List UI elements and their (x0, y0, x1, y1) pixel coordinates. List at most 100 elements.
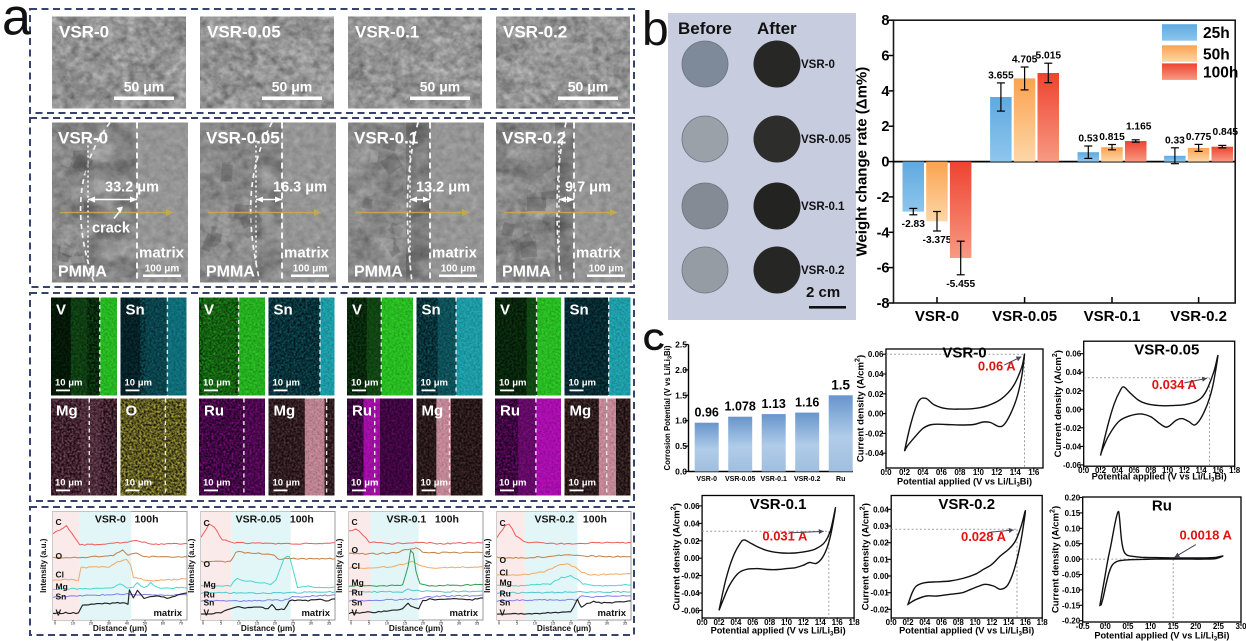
svg-text:Ru: Ru (352, 403, 372, 420)
svg-text:100 μm: 100 μm (293, 264, 328, 275)
svg-text:0.8: 0.8 (1145, 466, 1157, 475)
svg-text:C: C (56, 517, 62, 527)
svg-text:VSR-0: VSR-0 (801, 59, 835, 71)
svg-text:100 μm: 100 μm (589, 264, 624, 275)
svg-text:Ru: Ru (500, 588, 511, 598)
svg-text:-0.02: -0.02 (1063, 424, 1082, 433)
svg-text:matrix: matrix (432, 245, 478, 262)
svg-text:0.20: 0.20 (1065, 494, 1081, 503)
svg-text:-0.10: -0.10 (1062, 586, 1081, 595)
svg-text:50 μm: 50 μm (568, 79, 608, 95)
svg-text:0.775: 0.775 (1186, 132, 1212, 143)
svg-text:VSR-0: VSR-0 (696, 476, 717, 483)
svg-text:matrix: matrix (597, 608, 626, 619)
svg-text:0.845: 0.845 (1213, 127, 1239, 138)
svg-text:PMMA: PMMA (58, 264, 107, 281)
svg-text:0.00: 0.00 (684, 554, 700, 563)
svg-text:VSR-0: VSR-0 (58, 129, 108, 148)
svg-text:20: 20 (273, 621, 278, 626)
svg-text:1.6: 1.6 (1028, 468, 1040, 477)
svg-text:Ru: Ru (500, 403, 520, 420)
svg-text:VSR-0.05: VSR-0.05 (992, 308, 1057, 325)
svg-text:V: V (204, 608, 210, 618)
svg-text:-0.15: -0.15 (1062, 601, 1081, 610)
svg-text:Current density (A/cm2): Current density (A/cm2) (1052, 350, 1064, 457)
svg-text:VSR-0.2: VSR-0.2 (801, 265, 844, 277)
svg-text:O: O (126, 403, 138, 420)
svg-text:-0.5: -0.5 (1076, 622, 1090, 631)
svg-text:4: 4 (881, 84, 889, 100)
svg-text:9.7 μm: 9.7 μm (565, 180, 611, 196)
svg-text:1.0: 1.0 (973, 468, 985, 477)
svg-text:100 μm: 100 μm (145, 264, 180, 275)
svg-text:0.02: 0.02 (1066, 387, 1082, 396)
svg-text:Sn: Sn (570, 302, 589, 319)
svg-text:C: C (643, 324, 665, 357)
svg-text:VSR-0.1: VSR-0.1 (1084, 308, 1141, 325)
svg-text:2 cm: 2 cm (806, 284, 840, 301)
svg-text:10: 10 (71, 621, 76, 626)
svg-text:3.0: 3.0 (1235, 622, 1246, 631)
svg-text:0.00: 0.00 (1066, 405, 1082, 414)
svg-text:VSR-0: VSR-0 (915, 308, 959, 325)
svg-text:0.031 A: 0.031 A (762, 528, 808, 543)
svg-text:Mg: Mg (500, 577, 512, 587)
svg-text:0.15: 0.15 (1065, 509, 1081, 518)
svg-text:33.2 μm: 33.2 μm (105, 180, 159, 196)
svg-text:1.2: 1.2 (798, 618, 810, 627)
svg-text:35: 35 (475, 621, 480, 626)
svg-text:50 μm: 50 μm (272, 79, 312, 95)
svg-text:PMMA: PMMA (354, 264, 403, 281)
svg-text:Potential applied (V vs Li/Li3: Potential applied (V vs Li/Li3Bi) (1092, 472, 1227, 484)
svg-text:16.3 μm: 16.3 μm (273, 180, 327, 196)
svg-text:0.8: 0.8 (764, 618, 776, 627)
svg-text:10 μm: 10 μm (421, 478, 448, 489)
svg-text:VSR-0.05: VSR-0.05 (1134, 342, 1199, 359)
svg-text:matrix: matrix (301, 608, 330, 619)
svg-text:20: 20 (421, 621, 426, 626)
svg-text:0.96: 0.96 (695, 406, 719, 420)
svg-text:0.02: 0.02 (684, 537, 700, 546)
svg-text:25: 25 (439, 621, 444, 626)
svg-text:0.04: 0.04 (1066, 368, 1082, 377)
svg-text:0.815: 0.815 (1099, 132, 1125, 143)
svg-text:VSR-0.2: VSR-0.2 (1170, 308, 1227, 325)
svg-text:0.0: 0.0 (675, 467, 687, 477)
svg-text:VSR-0.05: VSR-0.05 (801, 134, 851, 146)
svg-text:VSR-0.05: VSR-0.05 (206, 129, 280, 148)
svg-text:100 μm: 100 μm (441, 264, 476, 275)
svg-text:0.4: 0.4 (1112, 466, 1124, 475)
svg-text:0: 0 (350, 621, 353, 626)
svg-text:Intensity (a.u.): Intensity (a.u.) (335, 538, 344, 593)
svg-text:V: V (352, 608, 358, 618)
svg-text:10 μm: 10 μm (351, 478, 378, 489)
svg-text:0.53: 0.53 (1078, 134, 1098, 145)
svg-text:Mg: Mg (422, 403, 444, 420)
svg-text:Sn: Sn (422, 302, 441, 319)
svg-text:Sn: Sn (352, 597, 363, 607)
svg-text:50: 50 (143, 621, 148, 626)
svg-text:Ru: Ru (204, 589, 215, 599)
svg-text:30: 30 (457, 621, 462, 626)
svg-text:0.0: 0.0 (1100, 622, 1112, 631)
svg-text:Potential applied (V vs Li/Li3: Potential applied (V vs Li/Li3Bi) (899, 626, 1034, 638)
svg-text:PMMA: PMMA (502, 264, 551, 281)
svg-text:Intensity (a.u.): Intensity (a.u.) (39, 538, 48, 593)
svg-text:0.03: 0.03 (873, 522, 889, 531)
svg-text:25h: 25h (1203, 25, 1230, 42)
svg-text:0.5: 0.5 (1122, 622, 1134, 631)
svg-text:0.2: 0.2 (899, 468, 911, 477)
svg-text:Current density (A/cm2): Current density (A/cm2) (671, 503, 683, 610)
svg-text:0.6: 0.6 (747, 618, 759, 627)
svg-text:-0.04: -0.04 (865, 449, 884, 458)
svg-text:V: V (352, 302, 362, 319)
svg-text:-0.02: -0.02 (865, 429, 884, 438)
svg-text:VSR-0.1: VSR-0.1 (750, 496, 807, 513)
svg-text:5: 5 (516, 621, 519, 626)
svg-text:Mg: Mg (204, 579, 216, 589)
svg-text:-0.20: -0.20 (1062, 617, 1081, 626)
svg-text:V: V (56, 608, 62, 618)
svg-text:0.06: 0.06 (868, 350, 884, 359)
svg-text:35: 35 (623, 621, 628, 626)
svg-text:b: b (642, 3, 669, 56)
